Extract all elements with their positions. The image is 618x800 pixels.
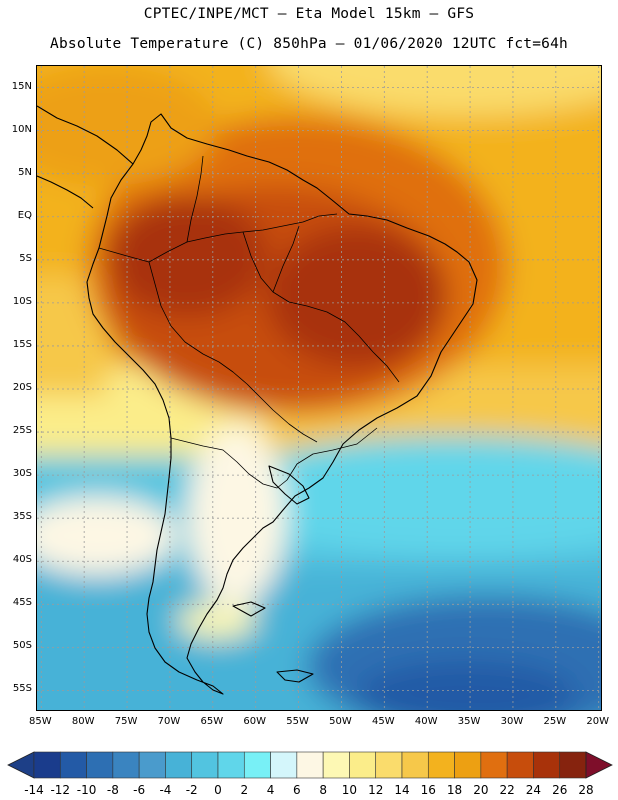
coastline	[37, 105, 478, 695]
colorbar-swatch	[59, 751, 87, 779]
colorbar-tick-label: 28	[578, 783, 594, 797]
colorbar-swatch	[480, 751, 508, 779]
colorbar-tick-label: 2	[240, 783, 249, 797]
lon-tick-label: 35W	[457, 716, 481, 727]
map-panel	[36, 65, 602, 711]
lon-tick-label: 65W	[200, 716, 224, 727]
lon-tick-label: 20W	[586, 716, 610, 727]
colorbar-swatch	[401, 751, 429, 779]
colorbar-tick-label: 20	[473, 783, 489, 797]
colorbar-swatch	[296, 751, 324, 779]
colorbar-tick-label: -12	[50, 783, 71, 797]
lon-tick-label: 55W	[286, 716, 309, 727]
temperature-map	[37, 66, 601, 710]
colorbar-swatch	[427, 751, 455, 779]
lat-tick-label: 10N	[11, 123, 32, 135]
colorbar-tick-label: 16	[420, 783, 436, 797]
colorbar-swatch	[165, 751, 193, 779]
colorbar-tick-label: 18	[446, 783, 463, 797]
colorbar-swatch	[191, 751, 219, 779]
colorbar-tick-label: -4	[159, 783, 172, 797]
colorbar-tick-label: 24	[525, 783, 542, 797]
lon-tick-label: 25W	[543, 716, 567, 727]
colorbar-tick-label: 6	[293, 783, 301, 797]
colorbar-tick-label: -8	[106, 783, 119, 797]
lat-tick-label: 20S	[12, 382, 32, 393]
lat-tick-label: 15N	[11, 80, 32, 92]
colorbar-swatch	[112, 751, 140, 779]
lon-tick-label: 80W	[71, 716, 95, 727]
colorbar-under-arrow	[7, 751, 35, 779]
colorbar-swatch	[533, 751, 561, 779]
temperature-field	[37, 66, 601, 710]
lat-tick-label: 5N	[18, 166, 32, 178]
lon-tick-label: 60W	[243, 716, 266, 727]
lat-tick-label: 50S	[12, 640, 32, 652]
colorbar-swatch	[138, 751, 166, 779]
lon-tick-label: 30W	[500, 716, 524, 727]
colorbar-swatch	[33, 751, 61, 779]
country-borders	[98, 155, 400, 489]
colorbar-swatch	[559, 751, 587, 779]
lat-tick-label: 45S	[12, 597, 32, 609]
colorbar-tick-label: -6	[133, 783, 146, 797]
colorbar-swatch	[270, 751, 298, 779]
colorbar-swatch	[217, 751, 245, 779]
colorbar-tick-label: -10	[76, 783, 97, 797]
colorbar-tick-label: 14	[394, 783, 410, 797]
colorbar-swatch	[243, 751, 271, 779]
lat-tick-label: EQ	[17, 209, 32, 221]
title-line-2: Absolute Temperature (C) 850hPa – 01/06/…	[50, 36, 568, 52]
lat-tick-label: 55S	[12, 683, 32, 695]
colorbar-tick-label: 4	[266, 783, 275, 797]
colorbar-swatch	[322, 751, 350, 779]
colorbar-tick-label: 12	[368, 783, 384, 797]
lon-tick-label: 85W	[28, 716, 52, 727]
colorbar-swatch	[454, 751, 482, 779]
title-line-1: CPTEC/INPE/MCT – Eta Model 15km – GFS	[143, 6, 475, 22]
colorbar-swatch	[375, 751, 403, 779]
colorbar-tick-label: 10	[341, 783, 358, 797]
colorbar-tick-label: -14	[24, 783, 44, 797]
lat-tick-label: 5S	[19, 252, 32, 264]
lat-tick-label: 25S	[12, 425, 32, 437]
colorbar-tick-label: 22	[499, 783, 515, 797]
colorbar-swatch	[349, 751, 377, 779]
lat-tick-label: 15S	[12, 338, 32, 350]
lat-tick-label: 40S	[12, 554, 32, 566]
colorbar-tick-label: 8	[319, 783, 327, 797]
colorbar-swatch	[86, 751, 114, 779]
colorbar-tick-label: 0	[214, 783, 222, 797]
lon-tick-label: 50W	[329, 716, 352, 727]
colorbar-swatch	[506, 751, 534, 779]
lon-tick-label: 40W	[414, 716, 438, 727]
colorbar	[7, 751, 613, 779]
lat-tick-label: 30S	[12, 468, 32, 480]
colorbar-tick-label: -2	[185, 783, 198, 797]
lat-tick-label: 10S	[12, 295, 32, 307]
grid-lines	[37, 66, 601, 710]
lon-tick-label: 70W	[157, 716, 181, 727]
colorbar-tick-label: 26	[552, 783, 568, 797]
lon-tick-label: 45W	[372, 716, 395, 727]
colorbar-over-arrow	[585, 751, 613, 779]
lat-tick-label: 35S	[12, 511, 32, 523]
lon-tick-label: 75W	[114, 716, 138, 727]
